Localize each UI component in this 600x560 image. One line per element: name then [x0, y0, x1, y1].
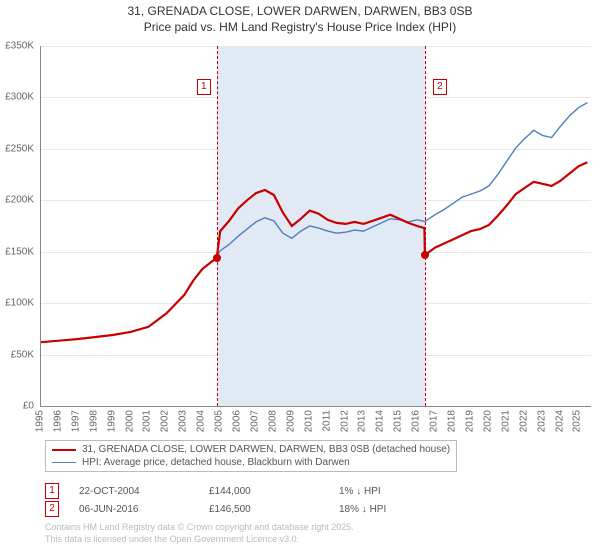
x-tick-label: 2001: [142, 410, 153, 432]
x-tick-label: 2007: [249, 410, 260, 432]
x-tick-label: 2014: [375, 410, 386, 432]
sale-dot: [213, 254, 221, 262]
x-tick-label: 2017: [429, 410, 440, 432]
price-paid-line: [41, 162, 587, 342]
x-tick-label: 2008: [267, 410, 278, 432]
x-tick-label: 2005: [214, 410, 225, 432]
y-tick-label: £250K: [0, 143, 34, 154]
sales-table: 1 22-OCT-2004 £144,000 1% ↓ HPI 2 06-JUN…: [45, 482, 459, 518]
legend-swatch-price: [52, 449, 76, 451]
legend-swatch-hpi: [52, 462, 76, 463]
x-tick-label: 2023: [536, 410, 547, 432]
x-tick-label: 2010: [303, 410, 314, 432]
legend: 31, GRENADA CLOSE, LOWER DARWEN, DARWEN,…: [45, 440, 457, 472]
marker-2-vline: [425, 46, 426, 406]
x-tick-label: 2024: [554, 410, 565, 432]
marker-1-label: 1: [197, 79, 211, 95]
sales-price-2: £146,500: [209, 504, 339, 515]
x-tick-label: 2009: [285, 410, 296, 432]
y-tick-label: £300K: [0, 92, 34, 103]
sales-row-1: 1 22-OCT-2004 £144,000 1% ↓ HPI: [45, 482, 459, 500]
y-tick-label: £150K: [0, 246, 34, 257]
hpi-line: [217, 103, 588, 257]
footer-line-1: Contains HM Land Registry data © Crown c…: [45, 522, 354, 534]
sale-dot: [421, 251, 429, 259]
x-tick-label: 2003: [178, 410, 189, 432]
x-tick-label: 2015: [393, 410, 404, 432]
legend-label-hpi: HPI: Average price, detached house, Blac…: [82, 457, 350, 468]
x-tick-label: 2004: [196, 410, 207, 432]
chart-plot-area: 1 2 £0£50K£100K£150K£200K£250K£300K£350K…: [40, 46, 590, 406]
title-line-2: Price paid vs. HM Land Registry's House …: [0, 20, 600, 36]
x-tick-label: 2012: [339, 410, 350, 432]
x-tick-label: 2013: [357, 410, 368, 432]
legend-label-price: 31, GRENADA CLOSE, LOWER DARWEN, DARWEN,…: [82, 444, 450, 455]
x-tick-label: 1995: [35, 410, 46, 432]
x-tick-label: 2018: [447, 410, 458, 432]
sales-date-2: 06-JUN-2016: [79, 504, 209, 515]
chart-title: 31, GRENADA CLOSE, LOWER DARWEN, DARWEN,…: [0, 0, 600, 35]
x-tick-label: 2021: [500, 410, 511, 432]
plot-bg: 1 2: [40, 46, 591, 407]
x-tick-label: 2002: [160, 410, 171, 432]
marker-1-vline: [217, 46, 218, 406]
sales-diff-2: 18% ↓ HPI: [339, 504, 459, 515]
title-line-1: 31, GRENADA CLOSE, LOWER DARWEN, DARWEN,…: [0, 4, 600, 20]
sales-price-1: £144,000: [209, 486, 339, 497]
y-tick-label: £50K: [0, 349, 34, 360]
x-tick-label: 1996: [52, 410, 63, 432]
x-tick-label: 2016: [411, 410, 422, 432]
y-tick-label: £0: [0, 401, 34, 412]
x-tick-label: 1998: [88, 410, 99, 432]
x-tick-label: 2020: [482, 410, 493, 432]
footer-line-2: This data is licensed under the Open Gov…: [45, 534, 354, 546]
x-tick-label: 2006: [232, 410, 243, 432]
x-tick-label: 2025: [572, 410, 583, 432]
y-tick-label: £200K: [0, 195, 34, 206]
sales-marker-1: 1: [45, 483, 59, 499]
x-tick-label: 2000: [124, 410, 135, 432]
marker-2-label: 2: [433, 79, 447, 95]
sales-marker-2: 2: [45, 501, 59, 517]
x-tick-label: 2019: [464, 410, 475, 432]
legend-row-hpi: HPI: Average price, detached house, Blac…: [52, 456, 450, 469]
x-tick-label: 1997: [70, 410, 81, 432]
sales-diff-1: 1% ↓ HPI: [339, 486, 459, 497]
legend-row-price: 31, GRENADA CLOSE, LOWER DARWEN, DARWEN,…: [52, 443, 450, 456]
sales-row-2: 2 06-JUN-2016 £146,500 18% ↓ HPI: [45, 500, 459, 518]
y-tick-label: £100K: [0, 298, 34, 309]
footer: Contains HM Land Registry data © Crown c…: [45, 522, 354, 545]
x-tick-label: 2022: [518, 410, 529, 432]
x-tick-label: 2011: [321, 410, 332, 432]
x-tick-label: 1999: [106, 410, 117, 432]
line-svg: [41, 46, 591, 406]
sales-date-1: 22-OCT-2004: [79, 486, 209, 497]
y-tick-label: £350K: [0, 41, 34, 52]
